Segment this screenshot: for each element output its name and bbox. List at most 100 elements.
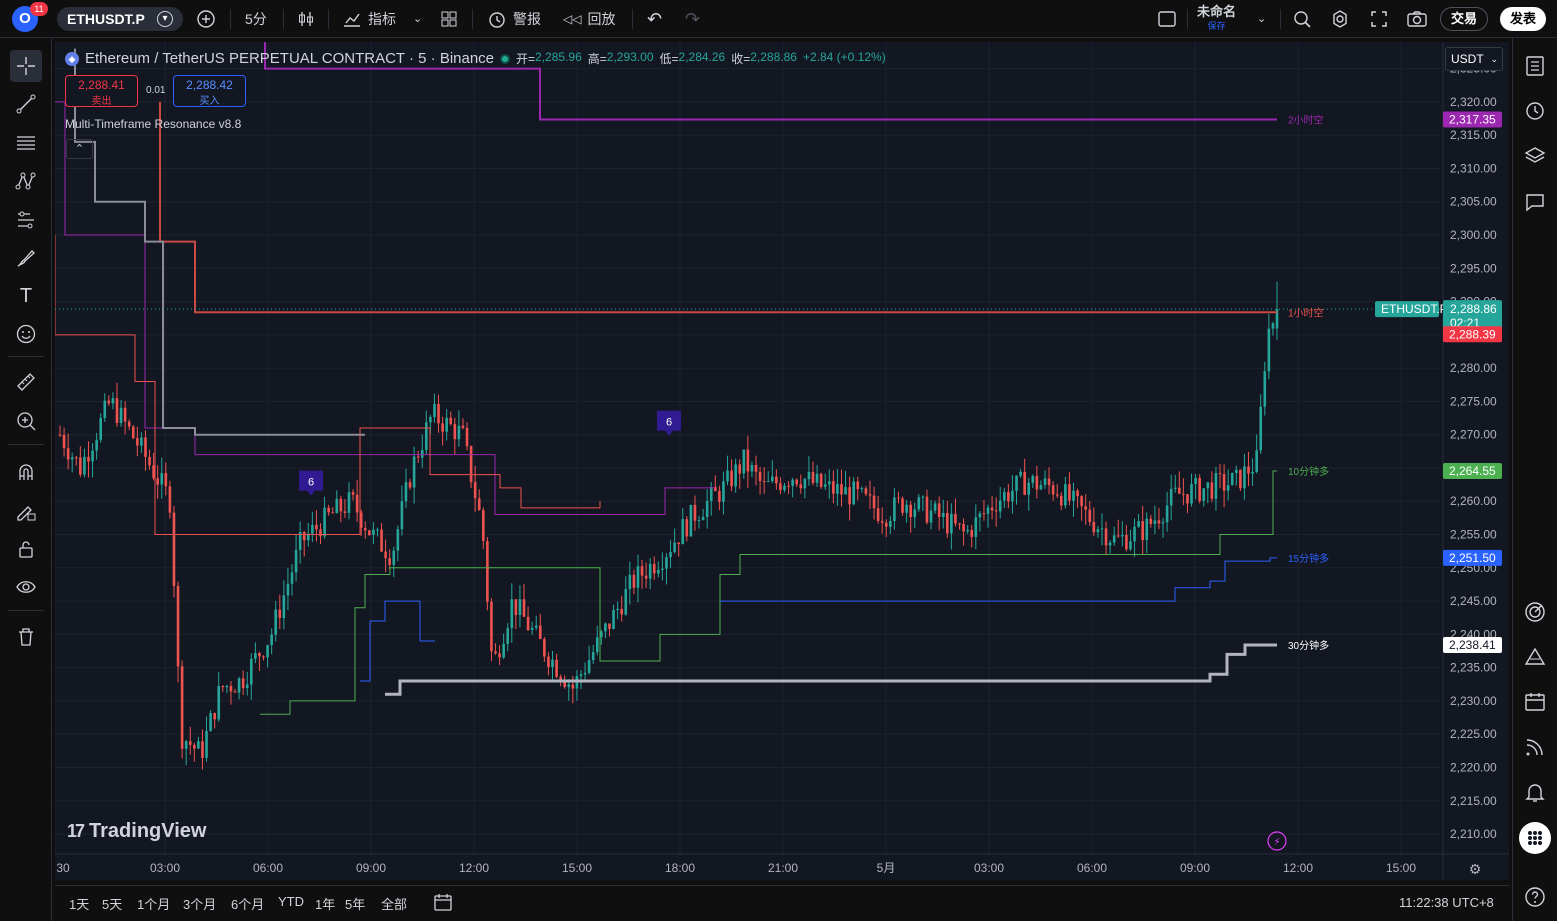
layers-icon[interactable] bbox=[1519, 140, 1551, 172]
candle-body bbox=[201, 741, 204, 758]
range-button[interactable]: 3个月 bbox=[183, 897, 217, 912]
candle-body bbox=[832, 481, 835, 494]
fib-lines-icon[interactable] bbox=[10, 127, 42, 159]
time-tick-label: 03:00 bbox=[150, 861, 180, 875]
trend-line-icon[interactable] bbox=[10, 88, 42, 120]
undo-icon[interactable]: ↶ bbox=[647, 9, 663, 29]
magnet-icon[interactable] bbox=[10, 456, 42, 488]
green-level-tag: 2,264.55 bbox=[1449, 464, 1496, 478]
candle-body bbox=[70, 457, 74, 460]
range-button[interactable]: 1年 bbox=[315, 897, 336, 912]
candle-body bbox=[1145, 518, 1149, 541]
chevron-down-icon[interactable]: ⌄ bbox=[413, 13, 423, 25]
candle-body bbox=[1239, 469, 1242, 489]
lock-icon[interactable] bbox=[10, 533, 42, 565]
settings-gear-icon[interactable] bbox=[1330, 7, 1350, 31]
candle-body bbox=[986, 507, 990, 514]
red-1h-line bbox=[159, 101, 1277, 314]
symbol-title[interactable]: Ethereum / TetherUS PERPETUAL CONTRACT ·… bbox=[85, 50, 495, 67]
close-value: 2,288.86 bbox=[750, 50, 797, 64]
candle-body bbox=[1059, 495, 1063, 506]
price-chart[interactable]: 2,325.002,320.002,315.002,310.002,305.00… bbox=[55, 42, 1509, 880]
close-label: 收= bbox=[731, 52, 751, 66]
buy-button[interactable]: 2,288.42 买入 bbox=[173, 75, 246, 107]
publish-button[interactable]: 发表 bbox=[1500, 7, 1547, 31]
zoom-in-icon[interactable] bbox=[10, 405, 42, 437]
candle-body bbox=[1190, 484, 1193, 504]
fullscreen-icon[interactable] bbox=[1369, 7, 1389, 31]
quick-search-icon[interactable] bbox=[1292, 7, 1312, 31]
candle-body bbox=[286, 583, 290, 596]
notification-badge: 11 bbox=[30, 2, 48, 16]
candle-body bbox=[563, 680, 567, 688]
camera-icon[interactable] bbox=[1406, 7, 1428, 31]
symbol-search-button[interactable]: ETHUSDT.P ▾ bbox=[57, 7, 183, 31]
indicators-button[interactable]: 指标 bbox=[342, 7, 396, 31]
eye-icon[interactable] bbox=[10, 571, 42, 603]
watchlist-icon[interactable] bbox=[1519, 50, 1551, 82]
sell-button[interactable]: 2,288.41 卖出 bbox=[65, 75, 138, 107]
price-tick-label: 2,255.00 bbox=[1450, 528, 1497, 542]
compare-plus-icon[interactable] bbox=[196, 7, 216, 31]
candle-body bbox=[1226, 485, 1230, 491]
help-icon[interactable] bbox=[1519, 881, 1551, 913]
candle-body bbox=[864, 488, 868, 495]
news-feed-icon[interactable] bbox=[1519, 731, 1551, 763]
clock[interactable]: 11:22:38 UTC+8 bbox=[1399, 895, 1494, 910]
candle-type-icon[interactable] bbox=[296, 7, 316, 31]
currency-select[interactable]: USDT ⌄ bbox=[1445, 47, 1503, 71]
trash-icon[interactable] bbox=[10, 621, 42, 653]
calendar-goto-icon[interactable] bbox=[433, 892, 453, 917]
alert-clock-icon[interactable] bbox=[1519, 94, 1551, 126]
layout-name-button[interactable]: 未命名 保存 bbox=[1197, 5, 1236, 32]
indicators-icon bbox=[344, 13, 360, 27]
candle-body bbox=[1141, 521, 1144, 541]
price-tick-label: 2,300.00 bbox=[1450, 228, 1497, 242]
apps-grid-icon[interactable] bbox=[1519, 822, 1551, 854]
price-tick-label: 2,270.00 bbox=[1450, 428, 1497, 442]
candle-body bbox=[632, 574, 636, 588]
brush-icon[interactable] bbox=[10, 242, 42, 274]
range-button[interactable]: 5年 bbox=[345, 897, 366, 912]
fullscreen-square-icon[interactable] bbox=[1157, 7, 1177, 31]
notification-bell-icon[interactable] bbox=[1519, 776, 1551, 808]
emoji-icon[interactable] bbox=[10, 318, 42, 350]
crosshair-icon[interactable] bbox=[10, 50, 42, 82]
candle-body bbox=[1267, 328, 1271, 372]
collapse-legend-button[interactable]: ⌃ bbox=[66, 139, 93, 159]
indicator-legend[interactable]: Multi-Timeframe Resonance v8.8 bbox=[65, 117, 242, 131]
redo-icon[interactable]: ↷ bbox=[685, 9, 701, 29]
candle-body bbox=[148, 456, 151, 466]
interval-button[interactable]: 5分 bbox=[245, 11, 267, 27]
candle-body bbox=[925, 496, 929, 523]
layout-grid-icon[interactable] bbox=[440, 7, 458, 31]
chart-pane[interactable]: 2,325.002,320.002,315.002,310.002,305.00… bbox=[55, 42, 1509, 880]
candle-body bbox=[131, 426, 135, 439]
rewind-icon: ◁◁ bbox=[563, 12, 582, 26]
range-button[interactable]: 5天 bbox=[102, 897, 123, 912]
candle-body bbox=[1157, 520, 1161, 524]
range-button[interactable]: 全部 bbox=[381, 897, 408, 912]
ruler-icon[interactable] bbox=[10, 366, 42, 398]
alerts-button[interactable]: 警报 bbox=[487, 7, 541, 31]
candle-body bbox=[1243, 466, 1246, 489]
ideas-triangle-icon[interactable] bbox=[1519, 641, 1551, 673]
grey-trend-line bbox=[74, 48, 365, 436]
layout-chevron-down-icon[interactable]: ⌄ bbox=[1257, 13, 1267, 25]
trade-button[interactable]: 交易 bbox=[1440, 7, 1489, 31]
lock-pencil-icon[interactable] bbox=[10, 495, 42, 527]
calendar-icon[interactable] bbox=[1519, 686, 1551, 718]
replay-button[interactable]: ◁◁ 回放 bbox=[563, 7, 615, 31]
range-button[interactable]: YTD bbox=[278, 894, 304, 909]
candle-body bbox=[433, 403, 436, 418]
pulse-icon[interactable] bbox=[1519, 596, 1551, 628]
range-button[interactable]: 1个月 bbox=[137, 897, 171, 912]
chat-icon[interactable] bbox=[1519, 186, 1551, 218]
range-button[interactable]: 1天 bbox=[69, 897, 90, 912]
forecast-icon[interactable] bbox=[10, 204, 42, 236]
range-button[interactable]: 6个月 bbox=[231, 897, 265, 912]
candle-body bbox=[567, 684, 571, 688]
candle-body bbox=[758, 471, 762, 482]
text-icon[interactable]: T bbox=[19, 284, 33, 307]
pattern-icon[interactable] bbox=[10, 165, 42, 197]
